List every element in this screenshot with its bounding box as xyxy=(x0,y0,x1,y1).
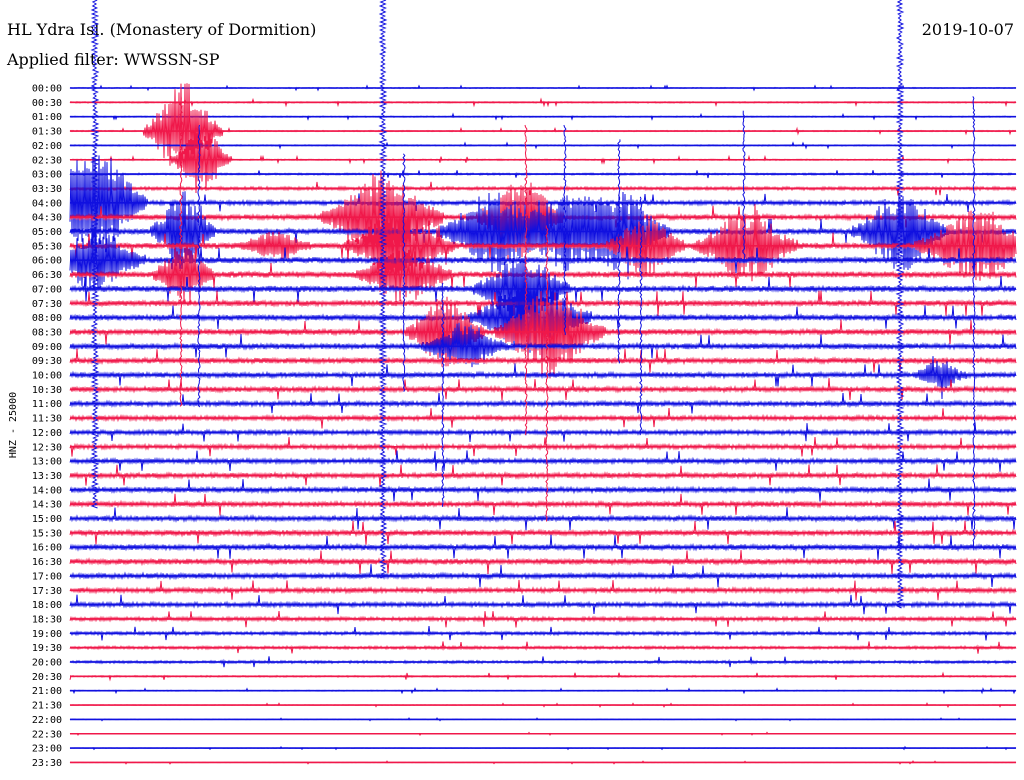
row-label: 08:30 xyxy=(32,327,62,338)
row-label: 15:30 xyxy=(32,528,62,539)
event-spike-12 xyxy=(639,196,643,435)
row-label: 06:30 xyxy=(32,270,62,281)
row-label: 10:00 xyxy=(32,371,62,382)
row-label: 14:30 xyxy=(32,500,62,511)
trace-row-1500 xyxy=(69,507,1017,531)
row-label: 07:00 xyxy=(32,284,62,295)
row-label: 01:00 xyxy=(32,112,62,123)
row-label: 04:00 xyxy=(32,198,62,209)
row-label: 19:30 xyxy=(32,643,62,654)
row-label: 16:00 xyxy=(32,543,62,554)
row-label: 02:00 xyxy=(32,141,62,152)
row-label: 13:00 xyxy=(32,457,62,468)
row-label: 10:30 xyxy=(32,385,62,396)
row-label: 08:00 xyxy=(32,313,62,324)
row-label: 05:30 xyxy=(32,241,62,252)
row-label: 00:00 xyxy=(32,84,62,95)
row-label: 15:00 xyxy=(32,514,62,525)
row-label: 05:00 xyxy=(32,227,62,238)
event-spike-6 xyxy=(972,96,976,551)
row-label: 16:30 xyxy=(32,557,62,568)
row-label: 23:30 xyxy=(32,758,62,769)
event-spike-11 xyxy=(617,139,621,364)
row-label: 22:30 xyxy=(32,729,62,740)
event-spike-1 xyxy=(402,153,406,392)
row-label: 22:00 xyxy=(32,715,62,726)
row-label: 00:30 xyxy=(32,98,62,109)
row-label: 21:00 xyxy=(32,686,62,697)
station-title: HL Ydra Isl. (Monastery of Dormition) xyxy=(7,20,317,39)
trace-row-1000 xyxy=(69,356,1017,400)
row-label: 03:30 xyxy=(32,184,62,195)
row-label: 20:00 xyxy=(32,658,62,669)
row-label: 17:00 xyxy=(32,571,62,582)
row-label: 09:00 xyxy=(32,342,62,353)
row-label: 19:00 xyxy=(32,629,62,640)
row-label-group: 00:00 00:30 01:00 01:30 02:00 02:30 03:00 03:30… xyxy=(32,84,62,769)
event-spike-8 xyxy=(179,96,183,407)
filter-label: Applied filter: WWSSN-SP xyxy=(7,50,220,69)
event-spike-7 xyxy=(90,0,100,509)
row-label: 02:30 xyxy=(32,155,62,166)
event-spike-9 xyxy=(197,124,201,408)
row-label: 17:30 xyxy=(32,586,62,597)
row-label: 18:30 xyxy=(32,614,62,625)
trace-row-1330 xyxy=(69,464,1017,487)
row-label: 11:00 xyxy=(32,399,62,410)
event-spike-5 xyxy=(895,0,905,609)
row-label: 11:30 xyxy=(32,414,62,425)
row-label: 03:00 xyxy=(32,170,62,181)
event-spike-3 xyxy=(524,124,528,436)
event-spike-4 xyxy=(545,225,549,522)
row-label: 14:00 xyxy=(32,485,62,496)
trace-row-1730 xyxy=(69,579,1017,601)
row-label: 23:00 xyxy=(32,744,62,755)
row-label: 04:30 xyxy=(32,213,62,224)
row-label: 18:00 xyxy=(32,600,62,611)
row-label: 06:00 xyxy=(32,256,62,267)
trace-group xyxy=(69,0,1017,765)
event-spike-10 xyxy=(742,110,746,263)
row-label: 21:30 xyxy=(32,701,62,712)
row-label: 12:30 xyxy=(32,442,62,453)
row-label: 07:30 xyxy=(32,299,62,310)
row-label: 13:30 xyxy=(32,471,62,482)
date-label: 2019-10-07 xyxy=(921,20,1014,39)
event-spike-0 xyxy=(378,0,388,579)
row-label: 01:30 xyxy=(32,127,62,138)
event-spike-13 xyxy=(563,124,567,336)
row-label: 20:30 xyxy=(32,672,62,683)
y-axis-label: HNZ - 25000 xyxy=(8,392,19,458)
event-spike-2 xyxy=(441,282,445,507)
row-label: 12:00 xyxy=(32,428,62,439)
row-label: 09:30 xyxy=(32,356,62,367)
